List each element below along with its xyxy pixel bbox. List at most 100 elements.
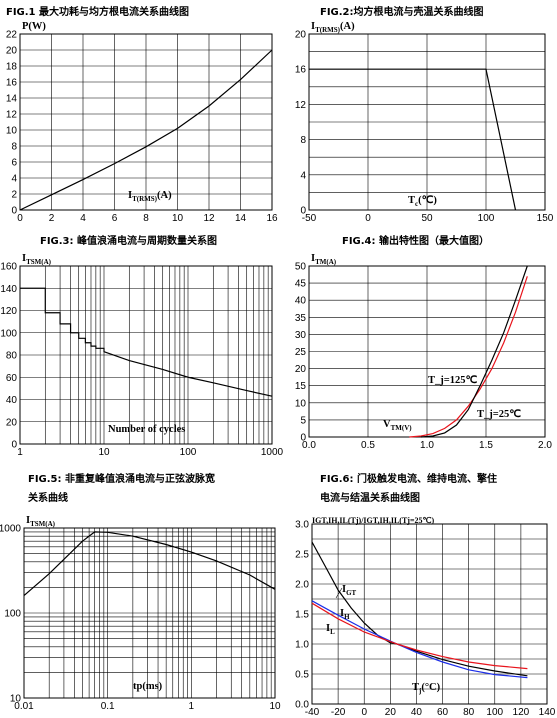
y-tick-label: 2: [11, 190, 17, 201]
y-tick-label: 160: [0, 262, 17, 273]
series-line-i-gt: [311, 541, 528, 677]
x-tick-label: 150: [537, 213, 554, 224]
y-tick-label: 4: [11, 174, 17, 185]
y-tick-label: 100: [0, 328, 17, 339]
y-tick-label: 1000: [0, 524, 21, 535]
label-ih: IH: [340, 608, 350, 621]
y-tick-label: 35: [295, 313, 307, 324]
y-axis-label: IT(RMS)(A): [311, 21, 355, 34]
y-tick-label: 0: [11, 206, 17, 217]
annotation-tj-125: T_j=125℃: [428, 374, 477, 386]
x-tick-label: 6: [112, 213, 118, 224]
chart-title: FIG.2:均方根电流与壳温关系曲线图: [320, 5, 484, 18]
x-tick-label: 0: [361, 707, 367, 718]
y-tick-label: 15: [295, 381, 307, 392]
y-tick-label: 20: [295, 30, 307, 41]
x-tick-label: 20: [385, 707, 397, 718]
y-tick-label: 40: [295, 296, 307, 307]
chart-fig2: FIG.2:均方根电流与壳温关系曲线图-50 0 50 100 150048121620…: [295, 5, 554, 224]
chart-title: FIG.4: 输出特性图（最大值图）: [342, 234, 489, 247]
x-tick-label: 100: [478, 213, 495, 224]
series-line: [23, 531, 276, 597]
plot-frame: [19, 265, 273, 445]
y-tick-label: 3.0: [295, 520, 309, 531]
series-line-i-h: [311, 600, 528, 679]
y-tick-label: 18: [6, 62, 18, 73]
x-tick-label: 2.0: [538, 440, 552, 451]
x-tick-label: 10: [172, 213, 184, 224]
plot-frame: [311, 523, 548, 705]
x-tick-label: 0: [17, 213, 23, 224]
y-tick-label: 8: [11, 142, 17, 153]
y-tick-label: 10: [6, 126, 18, 137]
x-axis-label: Tc(℃): [408, 194, 437, 208]
y-tick-label: 140: [0, 284, 17, 295]
y-tick-label: 20: [6, 417, 18, 428]
y-tick-label: 0: [300, 206, 306, 217]
y-tick-label: 1.0: [295, 640, 309, 651]
grid: [19, 33, 273, 211]
x-tick-label: 2: [49, 213, 55, 224]
y-tick-label: 8: [300, 135, 306, 146]
plot-frame: [23, 527, 276, 699]
y-tick-label: 0.5: [295, 670, 309, 681]
y-tick-label: 0: [300, 433, 306, 444]
y-tick-label: 16: [6, 78, 18, 89]
y-tick-label: 25: [295, 347, 307, 358]
x-tick-label: 8: [143, 213, 149, 224]
chart-fig3: FIG.3: 峰值浪涌电流与周期数量关系图 1 10 100 1000 0 20 40 60 80…: [0, 234, 283, 458]
y-tick-label: 22: [6, 30, 18, 41]
y-tick-label: 1.5: [295, 610, 309, 621]
label-il: IL: [326, 623, 335, 636]
y-tick-label: 0.0: [295, 700, 309, 711]
y-tick-label: 45: [295, 279, 307, 290]
y-tick-label: 10: [10, 694, 22, 705]
y-tick-label: 40: [6, 395, 18, 406]
series-line: [20, 287, 273, 397]
x-axis-label: Tj(°C): [412, 682, 441, 695]
y-tick-label: 60: [6, 373, 18, 384]
leader-igt: [335, 587, 343, 599]
y-tick-label: 6: [11, 158, 17, 169]
x-tick-label: 50: [421, 213, 433, 224]
chart-title: FIG.1 最大功耗与均方根电流关系曲线图: [6, 5, 189, 18]
x-tick-label: 100: [486, 707, 503, 718]
label-igt: IGT: [342, 584, 357, 597]
y-tick-label: 5: [300, 415, 306, 426]
x-tick-label: 1.5: [479, 440, 493, 451]
y-tick-label: 2.5: [295, 550, 309, 561]
x-axis-label: IT(RMS)(A): [128, 190, 172, 203]
series-line: [19, 49, 273, 211]
x-tick-label: 0.0: [302, 440, 316, 451]
x-axis-label: VTM(V): [383, 419, 412, 432]
x-tick-label: 1.0: [420, 440, 434, 451]
x-tick-label: -40: [305, 707, 320, 718]
grid: [23, 528, 275, 699]
y-tick-label: 120: [0, 306, 17, 317]
y-tick-label: 2.0: [295, 580, 309, 591]
y-tick-label: 100: [4, 609, 21, 620]
x-tick-label: 0.5: [361, 440, 375, 451]
chart-title-line1: FIG.5: 非重复峰值浪涌电流与正弦波脉宽: [28, 472, 215, 485]
y-tick-label: 20: [295, 364, 307, 375]
chart-title-line2: 关系曲线: [28, 491, 68, 504]
annotation-tj-25: T_j=25℃: [477, 408, 521, 420]
grid: [19, 265, 272, 445]
x-tick-label: 1: [17, 447, 23, 458]
series-line-t-j-25-: [421, 265, 528, 438]
y-axis-label: ITSM(A): [26, 515, 56, 528]
series-line-t-j-125-: [409, 276, 528, 438]
y-axis-label: ITM(A): [311, 253, 337, 266]
x-tick-label: 14: [235, 213, 247, 224]
x-tick-label: 40: [411, 707, 423, 718]
y-tick-label: 4: [300, 170, 306, 181]
x-axis-label: tp(ms): [133, 681, 163, 692]
y-tick-label: 80: [6, 351, 18, 362]
x-tick-label: 100: [180, 447, 197, 458]
x-tick-label: 60: [437, 707, 449, 718]
series-line-i-l: [311, 602, 528, 670]
x-tick-label: 120: [513, 707, 530, 718]
x-tick-label: 140: [539, 707, 556, 718]
x-tick-label: 4: [80, 213, 86, 224]
